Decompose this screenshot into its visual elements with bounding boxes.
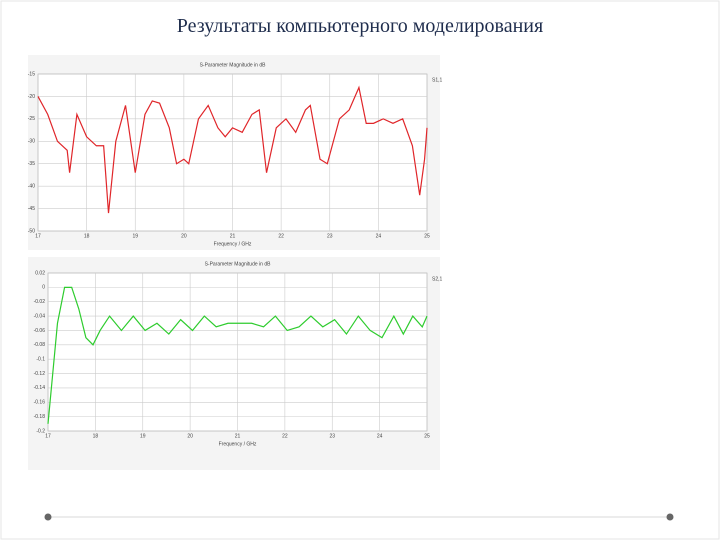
y-tick-label: -0.02 [34, 299, 46, 305]
dot [666, 513, 674, 521]
y-tick-label: -0.04 [34, 313, 46, 319]
y-tick-label: -30 [28, 139, 35, 145]
x-tick-label: 18 [93, 433, 99, 439]
x-tick-label: 22 [282, 433, 288, 439]
y-tick-label: 0.02 [35, 270, 45, 276]
y-tick-label: -0.06 [34, 328, 46, 334]
chart-title: S-Parameter Magnitude in dB [200, 62, 267, 68]
x-tick-label: 17 [45, 433, 51, 439]
x-tick-label: 25 [424, 233, 430, 239]
x-axis-label: Frequency / GHz [219, 441, 257, 447]
x-tick-label: 23 [327, 233, 333, 239]
chart-title: S-Parameter Magnitude in dB [205, 261, 272, 267]
x-tick-label: 24 [376, 233, 382, 239]
y-tick-label: -50 [28, 228, 35, 234]
y-tick-label: -35 [28, 161, 35, 167]
x-tick-label: 23 [329, 433, 335, 439]
y-tick-label: -45 [28, 206, 35, 212]
legend-label: S2,1 [432, 276, 443, 282]
x-tick-label: 20 [187, 433, 193, 439]
data-line [47, 286, 428, 424]
x-tick-label: 21 [230, 233, 236, 239]
y-tick-label: -20 [28, 94, 35, 100]
legend-label: S1,1 [432, 77, 443, 83]
y-tick-label: -15 [28, 71, 35, 77]
y-tick-label: -0.16 [34, 400, 46, 406]
y-tick-label: 0 [42, 285, 45, 291]
x-tick-label: 25 [424, 433, 430, 439]
x-tick-label: 20 [181, 233, 187, 239]
y-tick-label: -0.2 [36, 428, 45, 434]
y-tick-label: -0.12 [34, 371, 46, 377]
x-tick-label: 19 [132, 233, 138, 239]
x-tick-label: 19 [140, 433, 146, 439]
x-tick-label: 17 [35, 233, 41, 239]
y-tick-label: -0.08 [34, 342, 46, 348]
x-tick-label: 21 [235, 433, 241, 439]
slide-title: Результаты компьютерного моделирования [177, 15, 543, 37]
x-tick-label: 22 [278, 233, 284, 239]
data-line [37, 85, 428, 214]
y-tick-label: -0.1 [36, 357, 45, 363]
y-tick-label: -40 [28, 183, 35, 189]
y-tick-label: -25 [28, 116, 35, 122]
y-tick-label: -0.18 [34, 414, 46, 420]
y-tick-label: -0.14 [34, 385, 46, 391]
dot [44, 513, 52, 521]
x-axis-label: Frequency / GHz [214, 241, 252, 247]
x-tick-label: 24 [377, 433, 383, 439]
x-tick-label: 18 [84, 233, 90, 239]
